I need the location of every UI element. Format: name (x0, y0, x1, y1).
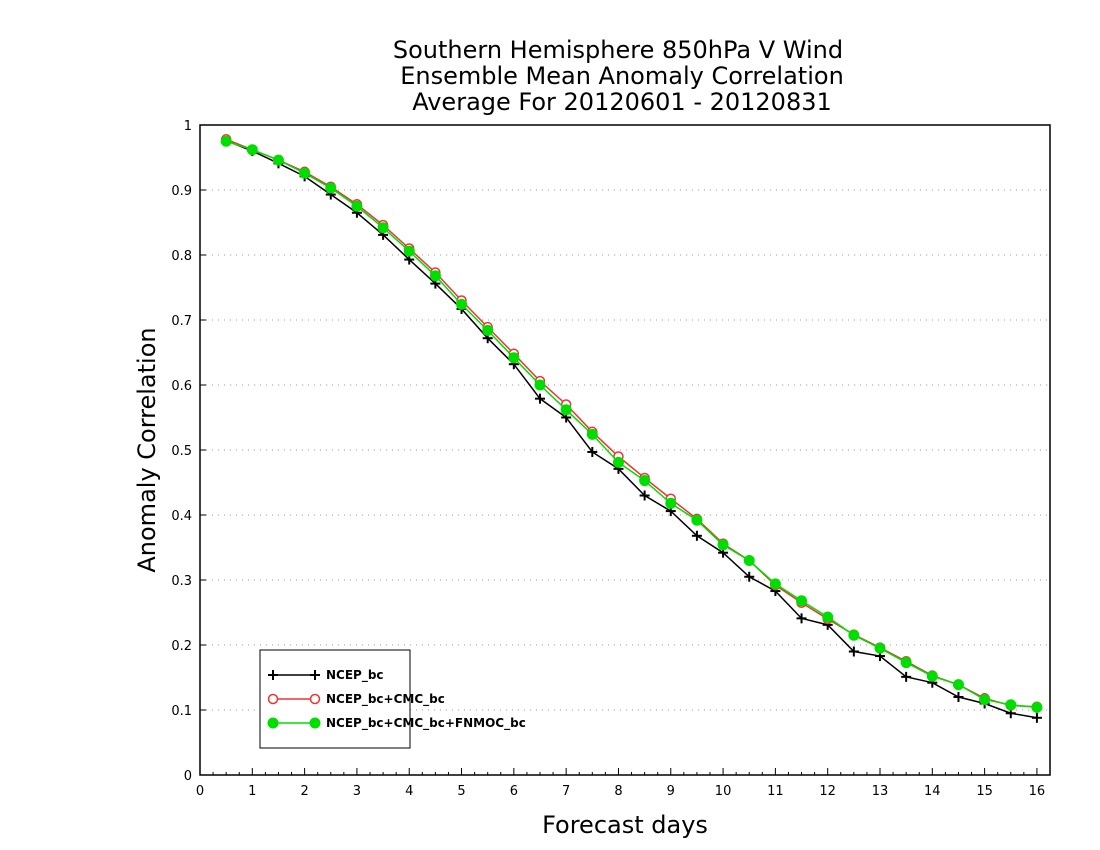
x-tick-label: 0 (196, 784, 204, 799)
data-point (456, 298, 468, 310)
data-point (612, 456, 624, 468)
series-3 (220, 135, 1043, 713)
series-line (225, 140, 1037, 709)
y-tick-label: 0.5 (171, 444, 192, 459)
data-point (743, 555, 755, 566)
data-point (639, 490, 650, 501)
data-point (535, 393, 545, 404)
x-tick-label: 4 (405, 784, 413, 799)
data-point (769, 578, 781, 590)
grid (200, 189, 1050, 711)
x-tick-label: 6 (510, 784, 518, 799)
x-tick-label: 16 (1029, 784, 1046, 799)
data-point (953, 692, 964, 702)
y-tick-label: 0.9 (171, 184, 192, 199)
x-tick-label: 5 (457, 784, 465, 799)
x-tick-label: 14 (924, 784, 941, 799)
legend-label: NCEP_bc+CMC_bc (326, 692, 445, 707)
data-point (377, 222, 389, 234)
x-axis-label: Forecast days (542, 811, 708, 839)
x-tick-label: 12 (819, 784, 836, 799)
y-tick-label: 0.8 (171, 249, 192, 264)
data-point (560, 404, 572, 416)
data-point (1031, 701, 1043, 713)
y-axis-label: Anomaly Correlation (133, 327, 161, 572)
data-point (665, 497, 677, 509)
y-tick-label: 0.4 (171, 509, 192, 524)
data-point (979, 694, 991, 706)
x-tick-label: 1 (248, 784, 256, 799)
x-tick-label: 10 (715, 784, 732, 799)
chart-title-line-1: Southern Hemisphere 850hPa V Wind (393, 36, 843, 64)
x-tick-label: 7 (562, 784, 570, 799)
x-tick-label: 15 (976, 784, 993, 799)
series-2 (220, 134, 1043, 712)
data-point (639, 475, 651, 487)
x-tick-label: 2 (300, 784, 308, 799)
chart-title-line-3: Average For 20120601 - 20120831 (412, 88, 832, 116)
data-point (848, 646, 859, 657)
y-tick-label: 1 (184, 119, 192, 134)
x-tick-label: 9 (667, 784, 675, 799)
y-tick-label: 0.1 (171, 704, 192, 719)
data-point (796, 595, 808, 607)
data-point (351, 200, 363, 212)
legend-marker (310, 670, 320, 680)
x-tick-label: 13 (872, 784, 889, 799)
y-tick-label: 0.2 (171, 639, 192, 654)
data-point (691, 514, 703, 526)
data-point (534, 379, 546, 391)
data-point (900, 657, 912, 669)
data-point (796, 613, 807, 624)
data-point (429, 270, 441, 282)
data-series (220, 134, 1043, 723)
data-point (1005, 699, 1017, 711)
series-1 (221, 135, 1042, 723)
x-tick-label: 11 (767, 784, 784, 799)
chart-title: Southern Hemisphere 850hPa V Wind Ensemb… (393, 36, 844, 116)
legend-label: NCEP_bc (326, 668, 384, 683)
data-point (926, 670, 938, 682)
legend: NCEP_bc NCEP_bc+CMC_bc NCEP_bc+CMC_bc+FNMO… (259, 649, 526, 749)
data-point (952, 679, 964, 691)
legend-marker (309, 717, 321, 729)
data-point (1031, 712, 1042, 723)
data-point (901, 671, 912, 682)
legend-marker (268, 670, 278, 680)
series-line (225, 138, 1037, 708)
data-point (246, 144, 258, 156)
data-point (587, 446, 598, 457)
data-point (586, 428, 598, 440)
data-point (848, 629, 860, 641)
y-tick-label: 0.3 (171, 574, 192, 589)
series-line (225, 139, 1038, 719)
legend-marker (309, 693, 321, 705)
data-point (717, 539, 729, 551)
data-point (508, 352, 520, 364)
y-tick-label: 0.6 (171, 379, 192, 394)
x-tick-label: 3 (353, 784, 361, 799)
data-point (299, 167, 311, 179)
data-point (482, 324, 494, 336)
x-tick-label: 8 (614, 784, 622, 799)
data-point (272, 154, 284, 166)
y-tick-label: 0 (184, 769, 192, 784)
data-point (325, 182, 337, 194)
legend-label: NCEP_bc+CMC_bc+FNMOC_bc (326, 716, 526, 731)
data-point (403, 245, 415, 257)
axis-ticks: 00.10.20.30.40.50.60.70.80.910 1 2 3 4 5 6 7 8 9 1… (171, 119, 1045, 799)
data-point (822, 611, 834, 623)
legend-marker (267, 693, 279, 705)
legend-marker (267, 717, 279, 729)
y-tick-label: 0.7 (171, 314, 192, 329)
data-point (744, 571, 755, 582)
data-point (874, 642, 886, 654)
chart-title-line-2: Ensemble Mean Anomaly Correlation (400, 62, 844, 90)
data-point (691, 530, 702, 541)
data-point (220, 135, 232, 147)
